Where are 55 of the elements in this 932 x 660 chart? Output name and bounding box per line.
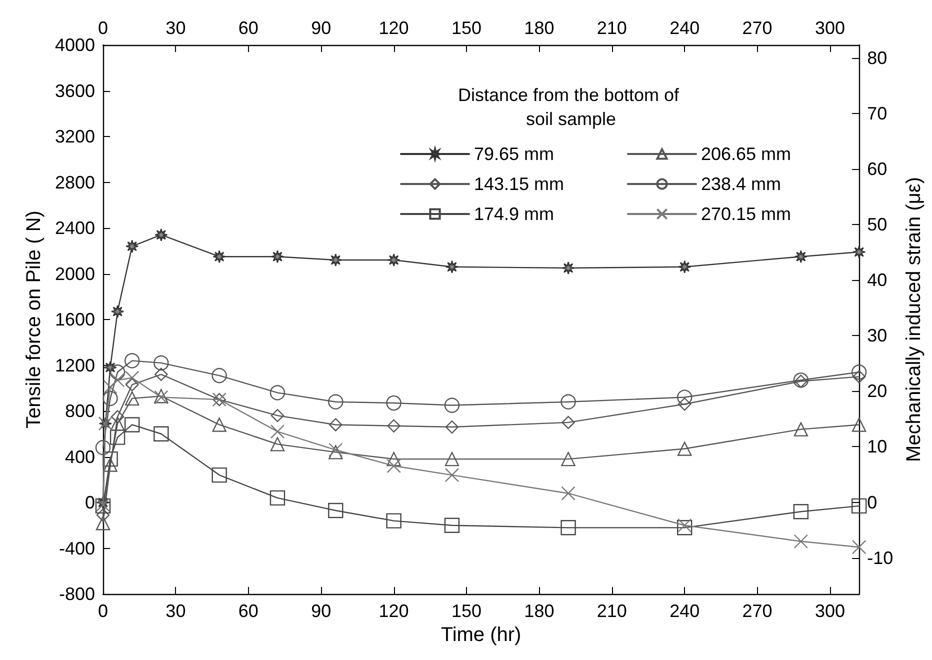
y-tick-label: 3200 <box>54 126 95 146</box>
legend-label: 143.15 mm <box>474 174 564 194</box>
y-tick-label: -800 <box>58 584 95 604</box>
x-tick-label: 60 <box>238 601 258 621</box>
x2-tick-label: 300 <box>814 18 846 38</box>
legend-label: 206.65 mm <box>701 144 792 164</box>
y-tick-label: 0 <box>84 492 95 512</box>
x2-tick-label: 120 <box>378 18 409 38</box>
y-tick-label: 800 <box>64 401 95 421</box>
x2-tick-label: 180 <box>524 18 554 38</box>
y-tick-label: 3600 <box>54 80 95 101</box>
y-tick-label: 1600 <box>54 310 95 330</box>
x2-tick-label: 30 <box>166 18 186 38</box>
x2-tick-label: 150 <box>451 18 482 38</box>
y-tick-label: 2000 <box>54 264 95 284</box>
x-tick-label: 240 <box>670 601 700 621</box>
y-axis-title: Tensile force on Pile ( N) <box>23 210 46 428</box>
y-tick-label: 2800 <box>54 172 95 192</box>
y2-tick-label: -10 <box>867 548 894 568</box>
legend-title: Distance from the bottom of soil sample <box>458 85 684 129</box>
x-tick-label: 150 <box>451 601 482 621</box>
legend-label: 238.4 mm <box>701 174 782 194</box>
x2-tick-label: 240 <box>670 18 700 38</box>
x-axis-title: Time (hr) <box>440 624 522 646</box>
y2-tick-label: 10 <box>867 436 888 457</box>
y-tick-label: 400 <box>64 446 95 467</box>
y2-tick-label: 0 <box>867 492 878 512</box>
legend-label: 270.15 mm <box>701 204 792 224</box>
x-tick-label: 210 <box>596 601 627 621</box>
y2-tick-label: 30 <box>867 326 888 346</box>
x-tick-label: 0 <box>98 601 108 621</box>
y2-tick-label: 70 <box>867 103 888 124</box>
y2-tick-label: 60 <box>867 158 888 179</box>
x2-tick-label: 60 <box>238 18 258 38</box>
legend-label: 174.9 mm <box>474 204 554 224</box>
y-tick-label: 2400 <box>54 218 95 238</box>
x-tick-label: 180 <box>524 601 554 621</box>
y-tick-label: 4000 <box>54 35 95 55</box>
y-tick-label: -400 <box>58 538 95 558</box>
x-tick-label: 270 <box>742 601 772 621</box>
x2-tick-label: 270 <box>742 18 772 38</box>
y2-tick-label: 40 <box>867 270 888 290</box>
x2-tick-label: 0 <box>98 18 108 38</box>
x-tick-label: 30 <box>166 601 186 621</box>
x-tick-label: 300 <box>814 601 846 621</box>
x2-tick-label: 210 <box>596 18 627 38</box>
y2-tick-label: 20 <box>867 381 888 402</box>
y-tick-label: 1200 <box>54 355 95 376</box>
y2-tick-label: 50 <box>867 214 888 234</box>
legend-label: 79.65 mm <box>474 144 554 164</box>
y2-axis-title: Mechanically induced strain (με) <box>903 177 925 462</box>
y2-tick-label: 80 <box>867 48 888 68</box>
x-tick-label: 120 <box>378 601 409 621</box>
x-tick-label: 90 <box>311 601 332 621</box>
x2-tick-label: 90 <box>311 18 332 38</box>
